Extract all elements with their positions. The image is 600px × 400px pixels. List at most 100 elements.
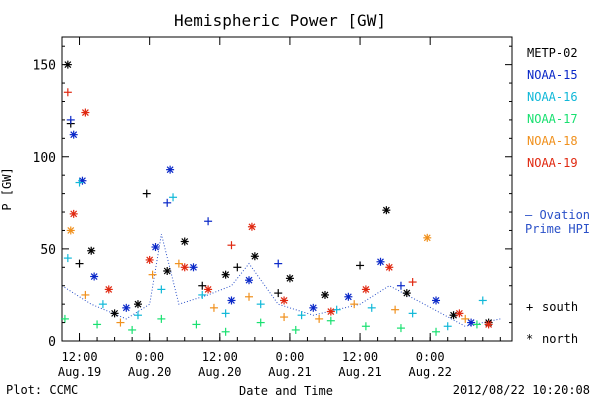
data-point-north xyxy=(432,296,441,305)
data-point-north xyxy=(180,237,189,246)
legend-entry: METP-02 xyxy=(527,46,578,60)
data-point-south xyxy=(408,309,417,318)
data-point-south xyxy=(174,259,183,268)
data-point-south xyxy=(356,261,365,270)
data-point-north xyxy=(385,263,394,272)
x-tick-label-time: 12:00 xyxy=(202,350,238,364)
data-point-north xyxy=(455,309,464,318)
data-point-north xyxy=(402,289,411,298)
data-point-south xyxy=(233,263,242,272)
data-point-south xyxy=(221,309,230,318)
data-point-south xyxy=(396,281,405,290)
data-point-south xyxy=(128,325,137,334)
data-point-south xyxy=(245,292,254,301)
data-point-north xyxy=(250,252,259,261)
data-point-south xyxy=(256,300,265,309)
legend-entry: NOAA-17 xyxy=(527,112,578,126)
x-axis-label: Date and Time xyxy=(239,384,333,398)
data-point-north xyxy=(189,263,198,272)
x-tick-label-time: 0:00 xyxy=(416,350,445,364)
data-point-south xyxy=(75,178,84,187)
data-point-south xyxy=(75,259,84,268)
data-point-north xyxy=(90,272,99,281)
data-point-north xyxy=(245,276,254,285)
data-point-south xyxy=(227,241,236,250)
data-point-south xyxy=(204,217,213,226)
legend-entry: NOAA-16 xyxy=(527,90,578,104)
data-point-north xyxy=(81,108,90,117)
data-point-south xyxy=(221,327,230,336)
data-point-south xyxy=(274,289,283,298)
data-point-north xyxy=(467,318,476,327)
data-point-north xyxy=(280,296,289,305)
data-point-south xyxy=(142,189,151,198)
x-tick-label-date: Aug.22 xyxy=(409,365,452,379)
y-axis-label: P [GW] xyxy=(0,167,14,210)
data-point-south xyxy=(198,290,207,299)
y-tick-label: 100 xyxy=(33,151,56,166)
data-point-south xyxy=(163,198,172,207)
legend-entry: NOAA-19 xyxy=(527,156,578,170)
data-point-south xyxy=(93,320,102,329)
data-point-north xyxy=(69,209,78,218)
x-tick-label-time: 12:00 xyxy=(61,350,97,364)
x-tick-label-date: Aug.19 xyxy=(58,365,101,379)
ovation-legend-line2: Prime HPI xyxy=(525,222,590,236)
data-point-north xyxy=(344,292,353,301)
data-point-north xyxy=(166,165,175,174)
data-point-north xyxy=(122,303,131,312)
data-point-south xyxy=(66,115,75,124)
data-point-south xyxy=(157,314,166,323)
data-point-north xyxy=(423,233,432,242)
y-tick-label: 150 xyxy=(33,59,56,74)
x-axis: 12:00Aug.190:00Aug.2012:00Aug.200:00Aug.… xyxy=(58,37,501,379)
data-point-south xyxy=(256,318,265,327)
data-point-north xyxy=(163,266,172,275)
data-point-north xyxy=(309,303,318,312)
data-point-south xyxy=(98,300,107,309)
plot-credit: Plot: CCMC xyxy=(6,383,78,397)
data-point-south xyxy=(60,314,69,323)
data-point-north xyxy=(247,222,256,231)
data-point-north xyxy=(204,285,213,294)
data-point-south xyxy=(291,325,300,334)
data-point-north xyxy=(285,274,294,283)
chart-title: Hemispheric Power [GW] xyxy=(174,11,386,30)
data-point-south xyxy=(63,254,72,263)
plot-timestamp: 2012/08/22 10:20:08 xyxy=(453,383,590,397)
data-point-south xyxy=(361,322,370,331)
plot-frame xyxy=(61,36,513,342)
data-point-south xyxy=(391,305,400,314)
data-point-north xyxy=(69,130,78,139)
data-point-north xyxy=(449,311,458,320)
data-point-north xyxy=(376,257,385,266)
ovation-legend-line1: — Ovation xyxy=(525,208,590,222)
data-point-south xyxy=(396,324,405,333)
data-point-south xyxy=(350,300,359,309)
data-point-north xyxy=(133,300,142,309)
data-point-north xyxy=(221,270,230,279)
x-tick-label-date: Aug.20 xyxy=(128,365,171,379)
data-point-north xyxy=(382,206,391,215)
x-tick-label-time: 12:00 xyxy=(342,350,378,364)
data-point-south xyxy=(315,314,324,323)
data-point-south xyxy=(332,305,341,314)
data-point-north xyxy=(180,263,189,272)
data-points-layer xyxy=(60,60,493,336)
data-point-south xyxy=(198,281,207,290)
data-point-south xyxy=(478,296,487,305)
data-point-south xyxy=(116,318,125,327)
data-point-north xyxy=(66,226,75,235)
x-tick-label-date: Aug.21 xyxy=(268,365,311,379)
data-point-south xyxy=(443,322,452,331)
data-point-south xyxy=(169,193,178,202)
legend-entry: NOAA-18 xyxy=(527,134,578,148)
north-symbol: * xyxy=(526,332,533,346)
data-point-north xyxy=(151,243,160,252)
x-tick-label-date: Aug.21 xyxy=(338,365,381,379)
data-point-south xyxy=(133,311,142,320)
data-point-north xyxy=(484,320,493,329)
data-point-south xyxy=(472,320,481,329)
data-point-south xyxy=(297,311,306,320)
